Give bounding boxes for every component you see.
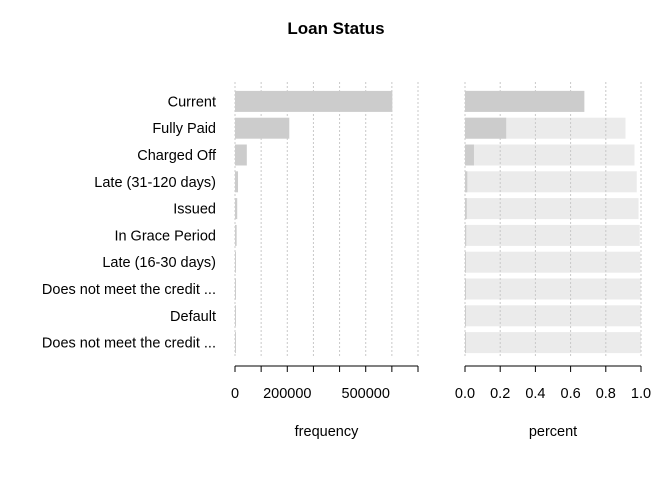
cumulative-bar bbox=[465, 198, 639, 220]
bar-percent bbox=[465, 251, 466, 273]
category-label: Does not meet the credit ... bbox=[42, 336, 216, 352]
bar-percent bbox=[465, 144, 474, 166]
bar-frequency bbox=[235, 171, 239, 193]
bar-percent bbox=[465, 278, 466, 300]
category-label: Does not meet the credit ... bbox=[42, 282, 216, 298]
bar-frequency bbox=[235, 278, 236, 300]
bar-percent bbox=[465, 224, 467, 246]
category-label: Charged Off bbox=[137, 148, 217, 164]
bar-frequency bbox=[235, 305, 236, 327]
category-label: Default bbox=[170, 309, 216, 325]
cumulative-bar bbox=[465, 224, 640, 246]
category-label: Issued bbox=[173, 202, 216, 218]
category-label: In Grace Period bbox=[114, 228, 216, 244]
x-tick-label: 0.0 bbox=[455, 386, 475, 402]
x-tick-label: 0.6 bbox=[561, 386, 581, 402]
bar-percent bbox=[465, 90, 585, 112]
chart-title: Loan Status bbox=[287, 19, 385, 38]
cumulative-bar bbox=[465, 144, 635, 166]
cumulative-bar bbox=[465, 332, 641, 354]
bar-percent bbox=[465, 117, 507, 139]
x-tick-label: 1.0 bbox=[631, 386, 651, 402]
x-axis-label: percent bbox=[529, 424, 577, 440]
bar-frequency bbox=[235, 332, 236, 354]
x-tick-label: 500000 bbox=[342, 386, 390, 402]
x-axis-label: frequency bbox=[295, 424, 359, 440]
bar-percent bbox=[465, 332, 466, 354]
bar-frequency bbox=[235, 117, 290, 139]
cumulative-bar bbox=[465, 251, 641, 273]
category-label: Fully Paid bbox=[152, 121, 216, 137]
x-tick-label: 0.2 bbox=[490, 386, 510, 402]
bar-percent bbox=[465, 198, 467, 220]
category-label: Late (16-30 days) bbox=[102, 255, 216, 271]
category-label: Current bbox=[168, 94, 216, 110]
bar-frequency bbox=[235, 90, 393, 112]
cumulative-bar bbox=[465, 171, 637, 193]
x-tick-label: 0.8 bbox=[596, 386, 616, 402]
cumulative-bar bbox=[465, 305, 641, 327]
bar-frequency bbox=[235, 198, 238, 220]
bar-frequency bbox=[235, 144, 247, 166]
x-tick-label: 0 bbox=[231, 386, 239, 402]
x-tick-label: 0.4 bbox=[525, 386, 545, 402]
x-tick-label: 200000 bbox=[263, 386, 311, 402]
cumulative-bar bbox=[465, 278, 641, 300]
bar-frequency bbox=[235, 224, 237, 246]
bar-frequency bbox=[235, 251, 236, 273]
bar-percent bbox=[465, 305, 466, 327]
bar-percent bbox=[465, 171, 468, 193]
category-label: Late (31-120 days) bbox=[94, 175, 216, 191]
